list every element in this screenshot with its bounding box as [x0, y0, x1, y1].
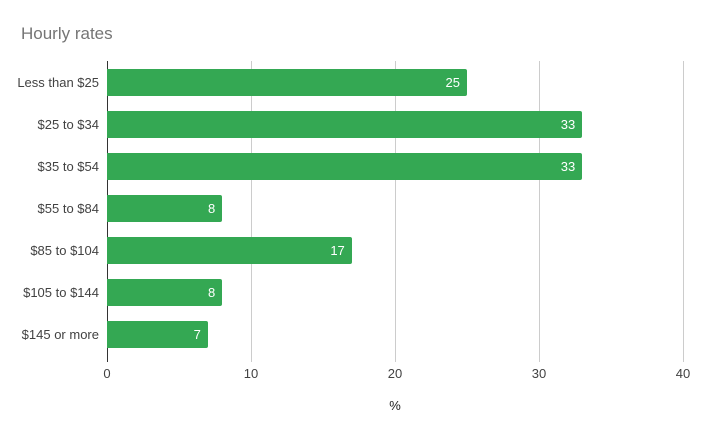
x-tick-label-30: 30 [531, 366, 547, 381]
category-label: Less than $25 [17, 74, 99, 90]
bar-value-label: 8 [207, 285, 216, 301]
x-tick-label-10: 10 [243, 366, 259, 381]
bar: 25 [107, 68, 467, 96]
x-tick-label-20: 20 [387, 366, 403, 381]
bar: 17 [107, 237, 352, 265]
bar-row: $35 to $54 33 [38, 145, 683, 187]
category-label: $35 to $54 [37, 158, 99, 174]
bar: 33 [107, 110, 583, 138]
bar-row: Less than $25 25 [17, 61, 683, 103]
bar-rows: Less than $25 25 $25 to $34 33 $35 to $54 33 $… [17, 61, 683, 356]
bar: 8 [107, 279, 223, 307]
plot-area: Less than $25 25 $25 to $34 33 $35 to $54 33 $… [17, 61, 684, 362]
x-tick-label-0: 0 [103, 366, 111, 381]
category-label: $25 to $34 [37, 116, 99, 132]
gridline-20 [394, 61, 396, 362]
bar-row: $85 to $104 17 [30, 230, 683, 272]
category-label: $105 to $144 [23, 285, 99, 301]
bar-row: $25 to $34 33 [38, 103, 683, 145]
gridline-30 [538, 61, 540, 362]
category-label: $85 to $104 [30, 243, 99, 259]
bar-row: $105 to $144 8 [23, 272, 683, 314]
bar-value-label: 17 [330, 243, 345, 259]
x-tick-label-40: 40 [675, 366, 691, 381]
bar-value-label: 33 [560, 116, 576, 132]
bar: 8 [107, 194, 223, 222]
bar-value-label: 8 [207, 200, 216, 216]
x-axis-title: % [389, 398, 401, 413]
bar-value-label: 33 [560, 158, 576, 174]
bar: 33 [107, 152, 583, 180]
chart-title: Hourly rates [21, 24, 113, 43]
gridline-40 [682, 61, 684, 362]
category-label: $145 or more [21, 327, 99, 343]
category-label: $55 to $84 [37, 200, 99, 216]
bar: 7 [107, 321, 208, 349]
bar-row: $145 or more 7 [22, 314, 683, 356]
gridline-10 [250, 61, 252, 362]
bar-value-label: 7 [193, 327, 201, 343]
bar-value-label: 25 [445, 74, 460, 90]
bar-row: $55 to $84 8 [38, 187, 683, 229]
